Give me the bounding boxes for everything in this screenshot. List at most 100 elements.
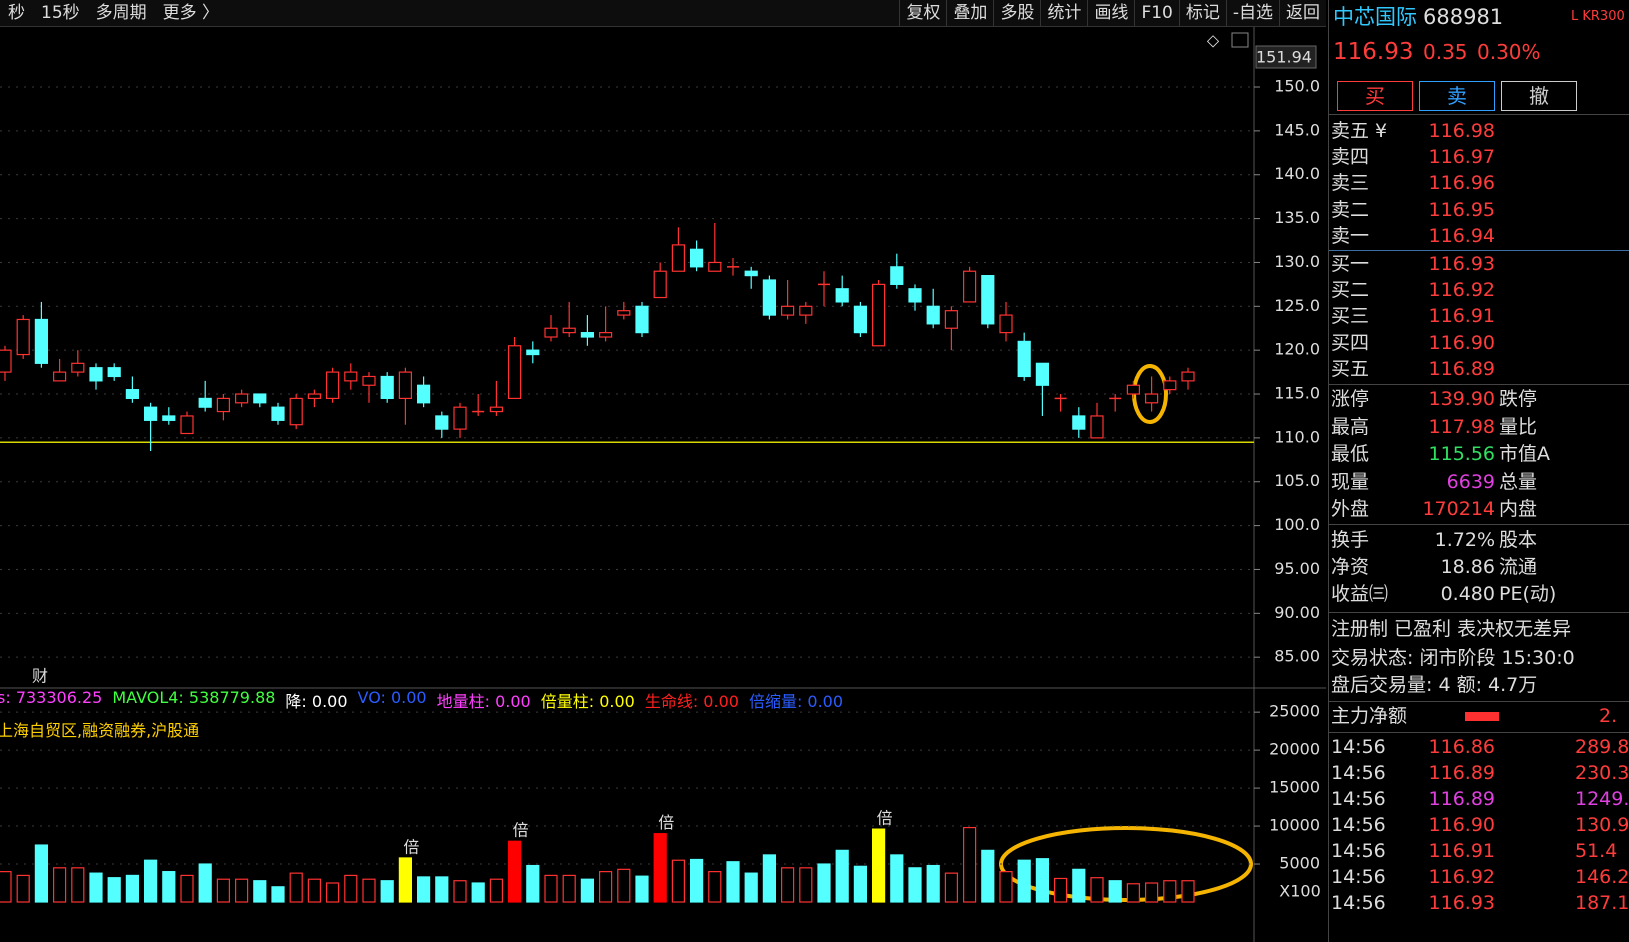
toolbar-button[interactable]: -自选 xyxy=(1225,0,1279,26)
volume-bar xyxy=(380,880,394,903)
stat-label: 现量 xyxy=(1331,470,1370,493)
trade-volume: 289.8 xyxy=(1575,736,1629,758)
toolbar-item[interactable]: 15秒 xyxy=(41,3,80,23)
stock-code: 688981 xyxy=(1423,5,1504,29)
trade-button[interactable]: 买 xyxy=(1337,81,1413,111)
toolbar-button[interactable]: F10 xyxy=(1134,0,1178,26)
candle-body xyxy=(890,266,904,285)
volume-bar xyxy=(307,878,321,903)
volume-bar xyxy=(89,872,103,903)
volume-bar xyxy=(780,867,795,903)
separator xyxy=(1329,612,1629,613)
volume-unit: X100 xyxy=(1279,882,1321,901)
stat-label: 市值A xyxy=(1499,443,1550,465)
icon[interactable]: ◇ xyxy=(1207,31,1220,50)
toolbar-item[interactable]: 秒 xyxy=(8,3,25,23)
candle-body xyxy=(1181,371,1195,382)
candle-body xyxy=(307,393,321,400)
chart: 151.94 财 X100 ◇ 150.0 145.0 140.0 135.0 130.… xyxy=(0,27,1326,942)
volume-bar xyxy=(726,861,740,903)
y-tick-label: 90.00 xyxy=(1274,603,1320,622)
toolbar-button[interactable]: 标记 xyxy=(1178,0,1226,26)
volume-bar xyxy=(34,844,49,903)
candle-body xyxy=(180,415,194,435)
volume-bar xyxy=(926,864,940,903)
candle-body xyxy=(435,415,449,430)
separator xyxy=(1329,384,1629,385)
ask-label: 卖五 ¥ xyxy=(1331,120,1388,142)
candle-body xyxy=(107,367,121,378)
stock-tag: L KR300 xyxy=(1571,9,1625,24)
y-tick-label: 10000 xyxy=(1269,816,1320,835)
ask-price: 116.98 xyxy=(1428,120,1495,142)
stat-label: 最高 xyxy=(1331,415,1370,438)
volume-bar xyxy=(981,849,995,903)
volume-bar xyxy=(162,871,176,903)
fund-label: 净资 xyxy=(1331,556,1370,578)
candle-body xyxy=(635,305,649,334)
volume-bar xyxy=(271,886,285,903)
candle-body xyxy=(326,371,340,400)
volume-bar xyxy=(526,864,540,903)
volume-bar xyxy=(489,878,503,903)
y-tick-label: 85.00 xyxy=(1274,647,1320,666)
fund-value: 18.86 xyxy=(1440,556,1495,578)
volume-bar xyxy=(617,868,631,903)
separator xyxy=(1329,524,1629,525)
icon[interactable] xyxy=(1231,32,1249,48)
volume-bar xyxy=(1126,883,1141,903)
fund-label: 流通 xyxy=(1499,556,1538,578)
price-change-pct: 0.30% xyxy=(1477,40,1541,64)
candle-body xyxy=(853,305,868,334)
volume-bar xyxy=(853,865,868,903)
axis-max-box xyxy=(1255,45,1317,69)
toolbar-button[interactable]: 叠加 xyxy=(946,0,993,26)
candle-body xyxy=(0,349,12,373)
volume-bar xyxy=(835,849,849,903)
toolbar-button[interactable]: 返回 xyxy=(1279,0,1326,26)
candle-body xyxy=(999,314,1013,334)
toolbar-item[interactable]: 更多 〉 xyxy=(162,3,220,23)
flow-bar xyxy=(1465,712,1499,721)
candle-body xyxy=(744,270,758,277)
toolbar-button[interactable]: 画线 xyxy=(1087,0,1134,26)
candle-body xyxy=(908,288,922,303)
volume-bar xyxy=(125,874,140,903)
volume-bar xyxy=(216,878,230,903)
candle-body xyxy=(926,305,940,325)
volume-bar xyxy=(799,867,813,903)
volume-bar xyxy=(598,871,613,903)
stat-label: 跌停 xyxy=(1499,388,1538,410)
separator xyxy=(1329,250,1629,251)
volume-label: 倍 xyxy=(403,837,419,856)
candle-body xyxy=(653,270,667,299)
bid-label: 买三 xyxy=(1331,305,1370,328)
volume-bar xyxy=(1144,882,1159,903)
volume-bar xyxy=(1053,877,1068,903)
bid-price: 116.92 xyxy=(1428,279,1495,302)
trade-button[interactable]: 撤 xyxy=(1501,81,1577,111)
candle-body xyxy=(526,349,540,356)
stat-label: 外盘 xyxy=(1331,498,1370,520)
toolbar-button[interactable]: 多股 xyxy=(993,0,1040,26)
y-tick-label: 125.0 xyxy=(1274,296,1320,315)
trade-price: 116.89 xyxy=(1428,762,1495,784)
trade-volume: 230.3 xyxy=(1575,762,1629,784)
candle-body xyxy=(671,244,686,272)
volume-label: 倍 xyxy=(658,813,674,832)
candle-body xyxy=(344,371,358,382)
trade-volume: 146.2 xyxy=(1575,866,1629,888)
volume-bar xyxy=(144,859,158,903)
stock-tags: 注册制 已盈利 表决权无差异 xyxy=(1331,618,1572,640)
volume-bar xyxy=(671,859,686,903)
toolbar-button[interactable]: 复权 xyxy=(899,0,946,26)
quote-panel: 中芯国际 688981 L KR300 116.93 0.35 0.30% 买卖撤卖五 ¥ 1… xyxy=(1328,0,1629,942)
price-change: 0.35 xyxy=(1423,40,1468,64)
toolbar-item[interactable]: 多周期 xyxy=(95,3,147,23)
volume-bar xyxy=(1163,880,1177,903)
trade-button[interactable]: 卖 xyxy=(1419,81,1495,111)
volume-bar xyxy=(689,858,704,903)
toolbar-button[interactable]: 统计 xyxy=(1040,0,1087,26)
flow-label: 主力净额 xyxy=(1331,705,1408,727)
fund-label: 股本 xyxy=(1499,529,1538,551)
